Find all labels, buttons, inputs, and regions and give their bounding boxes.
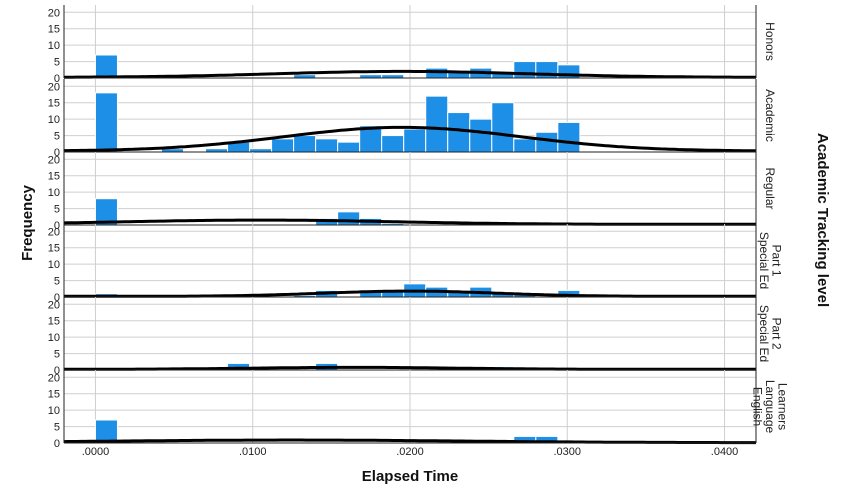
y-tick-label: 10 — [48, 332, 60, 344]
panel-label-line: English — [751, 387, 765, 426]
panel-label-line: Part 2 — [769, 317, 783, 349]
y-tick-label: 0 — [54, 438, 60, 450]
y-tick-label: 0 — [54, 365, 60, 377]
y-tick-label: 20 — [48, 372, 60, 384]
histogram-bar — [94, 92, 118, 153]
histogram-bar — [293, 135, 317, 153]
normal-curve — [64, 289, 756, 298]
panel-label-line: Special Ed — [757, 305, 771, 362]
normal-curve — [64, 125, 757, 153]
histogram-bar — [513, 61, 537, 79]
panel-label-line: Part 1 — [769, 244, 783, 276]
y-tick-label: 5 — [54, 422, 60, 434]
panel-label: Academic — [763, 89, 777, 142]
normal-curve — [64, 365, 756, 371]
y-tick-label: 20 — [48, 299, 60, 311]
x-tick-label: .0100 — [239, 446, 267, 458]
y-tick-label: 5 — [54, 349, 60, 361]
panel-2: 0 5 10 15 20 Regular — [48, 152, 777, 232]
histogram-bar — [491, 102, 515, 153]
y-tick-label: 20 — [48, 81, 60, 93]
x-axis-title: Elapsed Time — [362, 468, 458, 485]
x-tick-label: .0300 — [554, 446, 582, 458]
y-tick-label: 5 — [54, 276, 60, 288]
panel-label: Honors — [763, 22, 777, 61]
x-tick-label: .0200 — [396, 446, 424, 458]
y-tick-label: 20 — [48, 154, 60, 166]
y-tick-label: 10 — [48, 114, 60, 126]
normal-curve — [64, 69, 756, 79]
y-tick-label: 10 — [48, 187, 60, 199]
histogram-bar — [337, 211, 361, 226]
x-tick-label: .0000 — [82, 446, 110, 458]
panel-0: 0 5 10 15 20 Honors — [48, 5, 777, 85]
histogram-bar — [425, 95, 449, 153]
histogram-bar — [94, 54, 118, 79]
histogram-bar — [447, 112, 471, 153]
panel-label-line: Learners — [776, 383, 790, 430]
histogram-bar — [315, 138, 339, 153]
panel-label-line: Academic — [763, 89, 777, 142]
panel-label-line: Regular — [763, 167, 777, 209]
y-tick-label: 15 — [48, 243, 60, 255]
y-tick-label: 0 — [54, 147, 60, 159]
panel-label-line: Honors — [763, 22, 777, 61]
y-tick-label: 20 — [48, 7, 60, 19]
y-tick-label: 0 — [54, 220, 60, 232]
y-tick-label: 5 — [54, 204, 60, 216]
y-tick-label: 15 — [48, 389, 60, 401]
y-tick-label: 10 — [48, 40, 60, 52]
y-tick-label: 20 — [48, 226, 60, 238]
y-tick-label: 0 — [54, 292, 60, 304]
panel-1: 0 5 10 15 20 Academic — [48, 79, 777, 159]
y-tick-label: 10 — [48, 405, 60, 417]
y-tick-label: 15 — [48, 98, 60, 110]
y-tick-label: 5 — [54, 131, 60, 143]
y-tick-label: 15 — [48, 24, 60, 36]
y-tick-label: 15 — [48, 171, 60, 183]
histogram-bar — [94, 419, 118, 444]
histogram-bar — [337, 141, 361, 153]
y-tick-label: 10 — [48, 259, 60, 271]
histogram-bar — [513, 138, 537, 153]
histogram-bar — [403, 128, 427, 153]
histogram-bar — [469, 118, 493, 153]
panel-axis-title: Academic Tracking level — [814, 133, 831, 307]
y-tick-label: 5 — [54, 57, 60, 69]
y-tick-label: 0 — [54, 73, 60, 85]
x-tick-label: .0400 — [711, 446, 739, 458]
normal-curve — [63, 438, 756, 445]
normal-curve — [63, 218, 756, 226]
histogram-bar — [271, 138, 295, 153]
histogram-bar — [557, 121, 581, 153]
y-tick-label: 15 — [48, 316, 60, 328]
y-axis-title: Frequency — [19, 184, 36, 261]
histogram-bar — [381, 135, 405, 153]
panel-label-line: Special Ed — [757, 232, 771, 289]
panel-label: Regular — [763, 167, 777, 209]
panel-label-line: Language — [763, 380, 777, 434]
